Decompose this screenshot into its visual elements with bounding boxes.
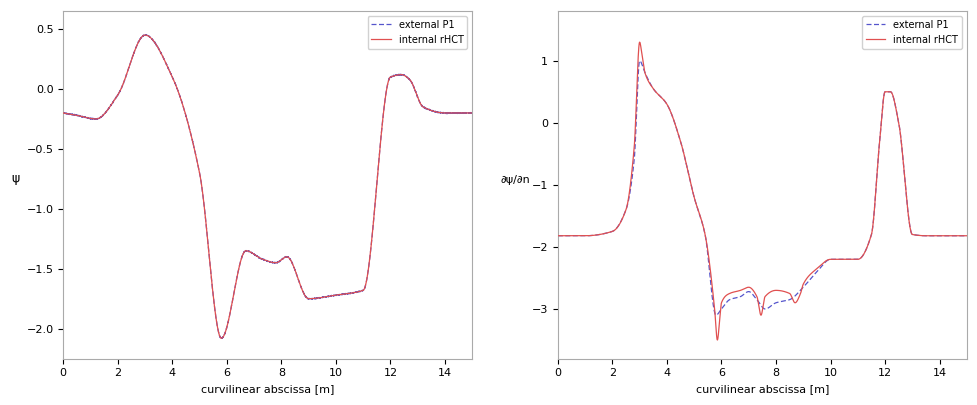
Y-axis label: ∂ψ/∂n: ∂ψ/∂n [499, 175, 530, 185]
external P1 [927, 233, 939, 238]
internal rHCT [633, 40, 645, 45]
external P1 [709, 313, 721, 318]
internal rHCT [433, 110, 445, 115]
Y-axis label: ψ: ψ [11, 172, 20, 185]
external P1 [58, 110, 69, 115]
Legend: external P1, internal rHCT: external P1, internal rHCT [862, 16, 961, 49]
internal rHCT [466, 111, 478, 115]
X-axis label: curvilinear abscissa [m]: curvilinear abscissa [m] [695, 384, 828, 394]
internal rHCT [215, 336, 227, 341]
X-axis label: curvilinear abscissa [m]: curvilinear abscissa [m] [201, 384, 334, 394]
internal rHCT [58, 111, 69, 115]
internal rHCT [355, 289, 366, 294]
internal rHCT [233, 267, 244, 272]
internal rHCT [711, 337, 723, 342]
external P1 [848, 257, 860, 262]
internal rHCT [960, 233, 972, 238]
external P1 [727, 296, 739, 301]
external P1 [215, 336, 227, 341]
external P1 [723, 297, 735, 302]
external P1 [355, 289, 366, 294]
Legend: external P1, internal rHCT: external P1, internal rHCT [367, 16, 467, 49]
internal rHCT [230, 284, 241, 288]
internal rHCT [745, 287, 757, 292]
external P1 [139, 32, 150, 37]
external P1 [252, 254, 264, 259]
Line: external P1: external P1 [557, 61, 966, 315]
external P1 [230, 284, 241, 288]
external P1 [960, 233, 972, 238]
external P1 [453, 110, 465, 115]
internal rHCT [453, 111, 465, 115]
external P1 [633, 58, 645, 63]
external P1 [948, 233, 959, 238]
external P1 [233, 268, 244, 273]
Line: external P1: external P1 [64, 35, 472, 339]
external P1 [551, 233, 563, 238]
internal rHCT [723, 291, 735, 296]
external P1 [433, 111, 445, 116]
internal rHCT [948, 233, 959, 238]
internal rHCT [848, 257, 860, 262]
external P1 [745, 292, 757, 296]
Line: internal rHCT: internal rHCT [64, 35, 472, 338]
Line: internal rHCT: internal rHCT [557, 42, 966, 340]
internal rHCT [551, 233, 563, 238]
internal rHCT [139, 33, 150, 38]
internal rHCT [927, 233, 939, 238]
internal rHCT [727, 290, 739, 294]
external P1 [466, 111, 478, 115]
internal rHCT [252, 254, 264, 259]
